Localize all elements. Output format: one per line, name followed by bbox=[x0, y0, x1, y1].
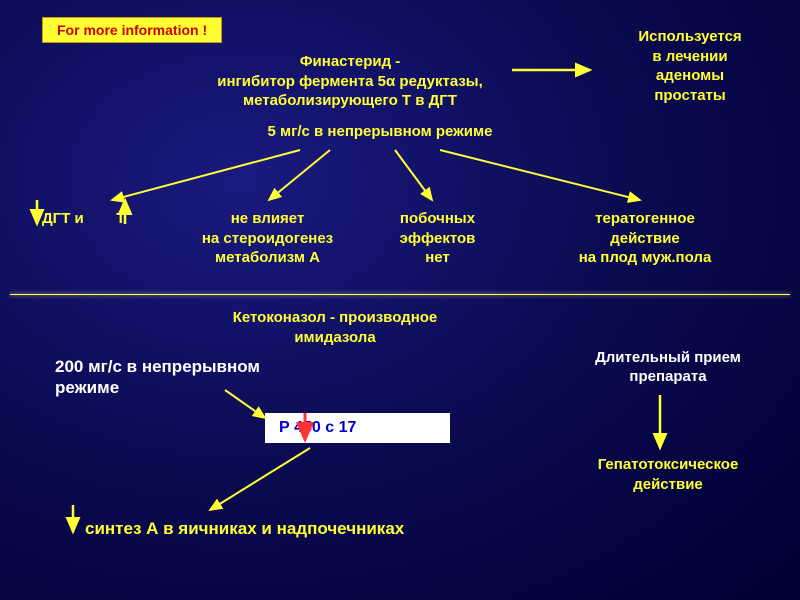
keto-l2: имидазола bbox=[294, 329, 375, 346]
effect-3: побочных эффектов нет bbox=[370, 209, 505, 268]
synthesis-text: синтез А в яичниках и надпочечниках bbox=[85, 518, 495, 540]
e4-l1: тератогенное bbox=[595, 210, 695, 227]
hepatotoxic-text: Гепатотоксическое действие bbox=[553, 455, 783, 494]
drug-l1: Финастерид - bbox=[300, 53, 401, 70]
arrow-branch-3 bbox=[395, 150, 432, 200]
e4-l2: действие bbox=[610, 230, 680, 247]
arrow-branch-2 bbox=[269, 150, 330, 200]
ketoconazole-desc: Кетоконазол - производное имидазола bbox=[150, 308, 520, 347]
finasteride-desc: Финастерид - ингибитор фермента 5α редук… bbox=[185, 52, 515, 111]
arrow-branch-1 bbox=[112, 150, 300, 200]
dose2-l2: режиме bbox=[55, 378, 119, 397]
usage-l1: Используется bbox=[638, 28, 741, 45]
e2-l3: метаболизм А bbox=[215, 249, 320, 266]
drug-l3: метаболизирующего Т в ДГТ bbox=[243, 92, 457, 109]
e3-l1: побочных bbox=[400, 210, 475, 227]
usage-l3: аденомы bbox=[656, 67, 724, 84]
effect-4: тератогенное действие на плод муж.пола bbox=[530, 209, 760, 268]
p450-text: Р 450 с 17 bbox=[279, 419, 356, 436]
banner-text: For more information ! bbox=[57, 22, 207, 38]
hep-l2: действие bbox=[633, 476, 703, 493]
long-term-text: Длительный прием препарата bbox=[553, 349, 783, 387]
keto-l1: Кетоконазол - производное bbox=[233, 309, 438, 326]
e2-l1: не влияет bbox=[231, 210, 305, 227]
usage-l2: в лечении bbox=[652, 48, 727, 65]
arrow-p450-synth bbox=[210, 448, 310, 510]
hep-l1: Гепатотоксическое bbox=[598, 456, 739, 473]
usage-l4: простаты bbox=[654, 87, 725, 104]
e2-l2: на стероидогенез bbox=[202, 230, 333, 247]
arrow-branch-4 bbox=[440, 150, 640, 200]
e3-l2: эффектов bbox=[400, 230, 476, 247]
info-banner: For more information ! bbox=[42, 17, 222, 43]
synth: синтез А в яичниках и надпочечниках bbox=[85, 519, 404, 538]
long-l2: препарата bbox=[629, 368, 706, 385]
dose2-l1: 200 мг/с в непрерывном bbox=[55, 357, 260, 376]
dose2-text: 200 мг/с в непрерывном режиме bbox=[55, 356, 335, 399]
p450-box: Р 450 с 17 bbox=[265, 413, 450, 443]
section-divider bbox=[10, 294, 790, 295]
long-l1: Длительный прием bbox=[595, 349, 741, 366]
usage-desc: Используется в лечении аденомы простаты bbox=[595, 27, 785, 105]
drug-l2: ингибитор фермента 5α редуктазы, bbox=[217, 73, 483, 90]
effect-1: ДГТ и Т bbox=[42, 209, 177, 229]
e4-l3: на плод муж.пола bbox=[579, 249, 712, 266]
dose-text: 5 мг/с в непрерывном режиме bbox=[220, 122, 540, 142]
e3-l3: нет bbox=[425, 249, 450, 266]
e1b: Т bbox=[116, 210, 125, 227]
e1a: ДГТ и bbox=[42, 210, 84, 227]
dose: 5 мг/с в непрерывном режиме bbox=[268, 123, 493, 140]
effect-2: не влияет на стероидогенез метаболизм А bbox=[170, 209, 365, 268]
